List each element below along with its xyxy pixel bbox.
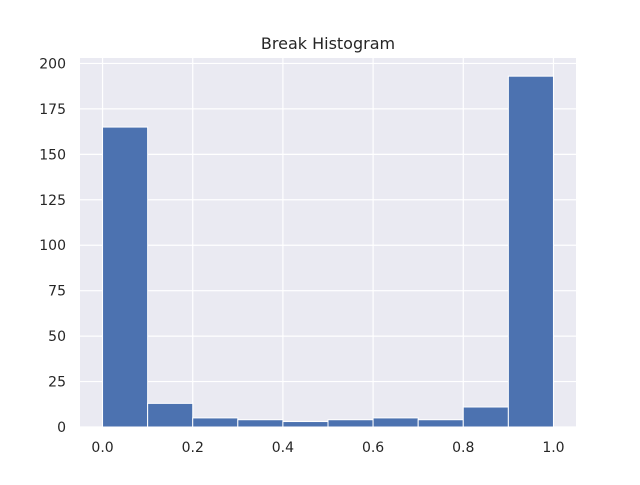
histogram-bars: [102, 75, 554, 428]
y-tick-label: 100: [39, 238, 66, 254]
histogram-bar: [237, 419, 284, 428]
histogram-bar: [507, 75, 554, 428]
y-tick-label: 25: [48, 375, 66, 391]
y-tick-label: 200: [39, 56, 66, 72]
histogram-bar: [282, 421, 329, 428]
histogram-bar: [462, 406, 509, 428]
y-axis-ticks: 0 25 50 75 100 125 150 175 200: [39, 56, 66, 436]
x-tick-label: 0.8: [452, 440, 474, 456]
x-tick-label: 1.0: [542, 440, 564, 456]
y-tick-label: 50: [48, 329, 66, 345]
chart-title: Break Histogram: [261, 34, 395, 53]
y-tick-label: 175: [39, 102, 66, 118]
x-axis-ticks: 0.0 0.2 0.4 0.6 0.8 1.0: [91, 440, 564, 456]
histogram-bar: [102, 126, 149, 428]
y-tick-label: 0: [57, 420, 66, 436]
x-tick-label: 0.4: [272, 440, 294, 456]
grid-lines: [80, 58, 576, 428]
histogram-bar: [147, 402, 194, 428]
y-tick-label: 75: [48, 284, 66, 300]
histogram-bar: [417, 419, 464, 428]
x-tick-label: 0.0: [91, 440, 113, 456]
y-tick-label: 125: [39, 193, 66, 209]
x-tick-label: 0.2: [182, 440, 204, 456]
x-tick-label: 0.6: [362, 440, 384, 456]
histogram-bar: [327, 419, 374, 428]
histogram-bar: [192, 417, 239, 428]
histogram-bar: [372, 417, 419, 428]
plot-area: [80, 58, 576, 427]
y-tick-label: 150: [39, 147, 66, 163]
